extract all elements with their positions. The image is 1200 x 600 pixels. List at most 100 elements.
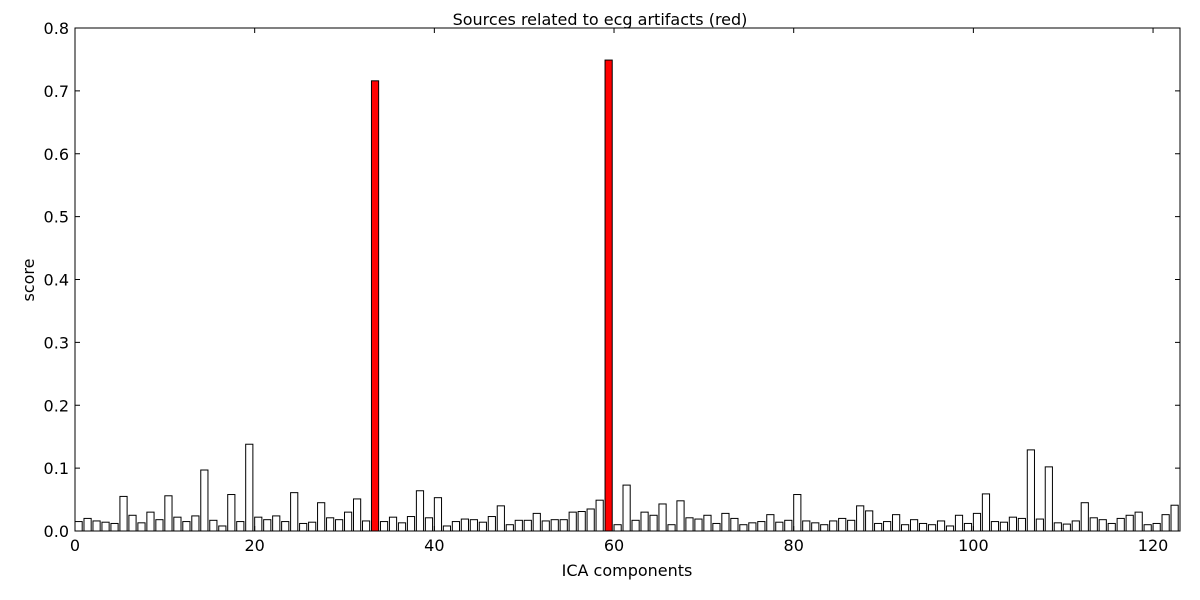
bar [757,521,766,532]
bar [649,514,658,532]
bar [478,521,487,532]
bar [1134,511,1143,532]
x-tick-label: 80 [784,536,804,555]
x-tick-label: 120 [1138,536,1169,555]
bar [829,520,838,532]
bar [200,469,209,532]
bar [820,524,829,532]
bar [397,522,407,532]
bar [182,521,191,532]
bar [137,522,146,532]
bar [424,517,434,532]
bar [936,520,946,532]
bar-highlighted [370,80,380,532]
bar [415,490,425,532]
bar [981,493,991,532]
bar [748,522,757,532]
bar [505,524,514,532]
bar [1098,519,1107,532]
bar [335,519,344,532]
x-tick-label: 60 [604,536,624,555]
bar [927,524,937,532]
bar [532,512,541,532]
bar [972,512,982,532]
bar [577,511,586,532]
bar [1089,517,1098,532]
bar [1161,514,1170,532]
bar [658,503,667,532]
x-axis-ticks: 0 20 40 60 80 100 120 [70,28,1168,555]
bar [272,515,281,532]
bar [1026,449,1035,532]
bar [173,516,182,532]
bar [954,514,964,532]
bar [1170,504,1179,532]
bar [856,505,865,532]
bar [361,520,371,532]
bar [227,494,236,532]
bar [766,514,775,532]
bar [406,516,416,532]
bar [999,521,1009,532]
bar [811,522,820,532]
bar [326,517,335,532]
bar [236,521,245,532]
plot-frame [74,27,1181,532]
bar [784,519,793,532]
bar [883,521,892,532]
x-axis-label: ICA components [562,561,693,580]
bar [990,521,1000,532]
x-tick-label: 100 [958,536,989,555]
bar [496,505,505,532]
bar [730,517,739,532]
bar [442,525,452,532]
bar [209,519,218,532]
bar [622,484,631,532]
bar [909,519,919,532]
bar [613,524,622,532]
bar [793,494,802,532]
bar [721,512,730,532]
bar [963,522,973,532]
bar [1062,523,1071,532]
bar [667,524,676,532]
bar [433,497,443,532]
bar [1044,466,1053,532]
bar [119,495,128,532]
bar [838,517,847,532]
y-tick-label: 0.2 [44,396,69,415]
x-tick-label: 0 [70,536,80,555]
bar [685,517,694,532]
bar [308,521,317,532]
x-tick-label: 40 [424,536,444,555]
bar [155,519,164,532]
x-tick-label: 20 [244,536,264,555]
y-tick-label: 0.8 [44,19,69,38]
bar [290,492,299,532]
bar [74,521,83,532]
bar [1071,520,1080,532]
bar [487,516,496,532]
bar [254,516,263,532]
bar [1008,516,1017,532]
bar [379,521,389,532]
bar [1107,522,1116,532]
bar [541,520,550,532]
bar [550,519,559,532]
bar [514,519,523,532]
bar [218,525,227,532]
y-tick-label: 0.5 [44,208,69,227]
bar [101,521,110,532]
bar [712,522,721,532]
bar [694,518,703,532]
bar [739,524,748,532]
bar [146,511,155,532]
y-axis-ticks: 0.0 0.1 0.2 0.3 0.4 0.5 0.6 0.7 0.8 [44,19,1180,541]
bar [775,521,784,532]
bar [281,521,290,532]
bar [1116,517,1125,532]
bar-highlighted [604,59,613,532]
bar [523,519,532,532]
bar [559,519,568,532]
y-axis-label: score [19,259,38,302]
